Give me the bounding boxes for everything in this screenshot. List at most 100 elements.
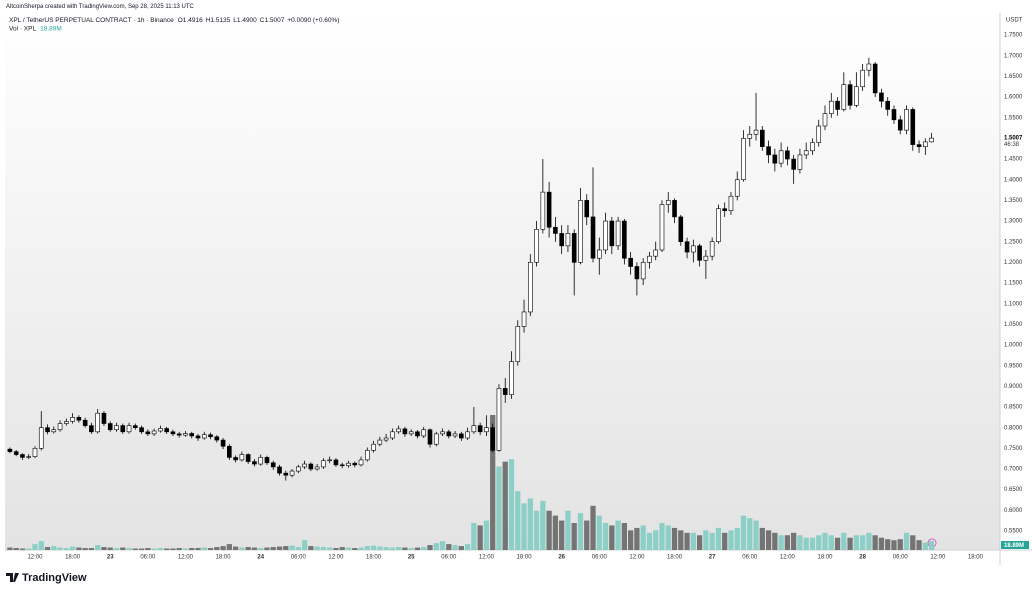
candle-body — [847, 84, 853, 106]
volume-bar — [490, 415, 496, 550]
y-tick-label: 0.9000 — [1004, 384, 1023, 390]
candle-body — [377, 439, 383, 445]
candle-body — [609, 220, 615, 247]
logo-icon — [6, 573, 19, 582]
candle-body — [296, 466, 301, 472]
y-tick-label: 1.2500 — [1004, 239, 1023, 245]
y-tick-label: 0.7500 — [1004, 446, 1023, 452]
volume-bar — [7, 547, 13, 550]
candle-body — [352, 462, 358, 466]
volume-bar — [295, 547, 301, 550]
candle-body — [133, 425, 138, 428]
volume-bar — [471, 523, 477, 550]
candle-body — [252, 461, 257, 465]
x-tick-label: 27 — [709, 555, 716, 561]
volume-bar — [76, 547, 82, 550]
candle-body — [728, 195, 734, 212]
volume-bar — [258, 548, 264, 550]
volume-bar — [383, 547, 389, 550]
candle-body — [82, 419, 88, 426]
candle-body — [383, 437, 389, 441]
candle-body — [120, 425, 126, 433]
candle-body — [114, 425, 119, 431]
volume-bar — [646, 532, 653, 550]
candle-body — [364, 450, 370, 461]
volume-bar — [276, 546, 283, 550]
volume-last: 18.89M — [40, 25, 62, 32]
volume-bar — [389, 547, 396, 550]
y-tick-label: 1.6000 — [1004, 95, 1023, 101]
volume-bar — [339, 547, 345, 550]
volume-bar — [44, 547, 51, 550]
candle-body — [490, 427, 495, 451]
volume-legend: Vol · XPL 18.89M — [9, 25, 62, 32]
y-tick-label: 1.3500 — [1004, 198, 1023, 204]
volume-bar — [132, 548, 138, 550]
volume-bar — [765, 530, 772, 550]
volume-bar — [628, 530, 634, 550]
y-tick-label: 1.4500 — [1004, 157, 1023, 163]
volume-bar — [433, 543, 439, 550]
candle-body — [785, 150, 790, 160]
candle-body — [910, 109, 916, 145]
candle-body — [540, 191, 546, 230]
volume-bar — [414, 547, 421, 550]
candle-body — [20, 454, 25, 458]
volume-bar — [289, 545, 295, 550]
candle-body — [38, 427, 44, 449]
volume-bar — [759, 527, 765, 550]
y-tick-label: 1.6500 — [1004, 74, 1023, 80]
candle-body — [145, 431, 151, 435]
x-tick-label: 18:00 — [216, 555, 232, 561]
y-tick-label: 1.2000 — [1004, 260, 1023, 266]
volume-bar — [634, 527, 640, 550]
volume-bar — [232, 546, 239, 550]
candle-body — [672, 200, 677, 218]
volume-bar — [740, 515, 747, 550]
volume-bar — [264, 547, 270, 550]
y-tick-label: 0.6500 — [1004, 487, 1023, 493]
candle-body — [502, 388, 508, 395]
volume-bar — [540, 500, 546, 550]
volume-bar — [69, 546, 76, 550]
candle-body — [528, 262, 533, 313]
candle-body — [390, 431, 395, 439]
y-tick-label: 1.4000 — [1004, 177, 1023, 183]
candle-body — [584, 200, 590, 218]
candle-body — [440, 431, 445, 435]
candle-body — [904, 109, 909, 131]
candle-body — [346, 462, 351, 466]
candle-body — [835, 100, 840, 110]
y-tick-label: 0.7000 — [1004, 467, 1023, 473]
volume-bar — [51, 546, 57, 550]
candle-body — [866, 63, 872, 71]
candle-body — [760, 129, 765, 147]
candle-body — [158, 428, 163, 432]
y-tick-label: 0.9500 — [1004, 363, 1023, 369]
volume-bar — [308, 546, 314, 550]
candle-body — [245, 454, 251, 462]
candle-body — [640, 262, 646, 280]
x-tick-label: 18:00 — [968, 555, 984, 561]
volume-bar — [903, 532, 910, 550]
candle-body — [289, 470, 295, 476]
candle-body — [546, 191, 552, 228]
volume-bar — [922, 542, 928, 550]
c-value: 1.5007 — [265, 17, 285, 24]
symbol: XPL / TetherUS PERPETUAL CONTRACT · 1h ·… — [9, 17, 174, 24]
volume-bars — [7, 415, 935, 550]
candle-body — [778, 150, 784, 164]
candle-body — [176, 433, 182, 436]
volume-bar — [170, 548, 176, 550]
candle-body — [70, 417, 75, 422]
x-tick-label: 12:00 — [930, 555, 946, 561]
volume-bar — [496, 466, 502, 550]
candle-body — [151, 430, 157, 435]
volume-bar — [189, 548, 195, 550]
candle-body — [496, 388, 502, 451]
candle-body — [415, 431, 420, 437]
volume-bar — [195, 548, 201, 550]
volume-bar — [251, 547, 258, 550]
c-letter: C — [260, 17, 265, 24]
candle-body — [565, 233, 571, 247]
